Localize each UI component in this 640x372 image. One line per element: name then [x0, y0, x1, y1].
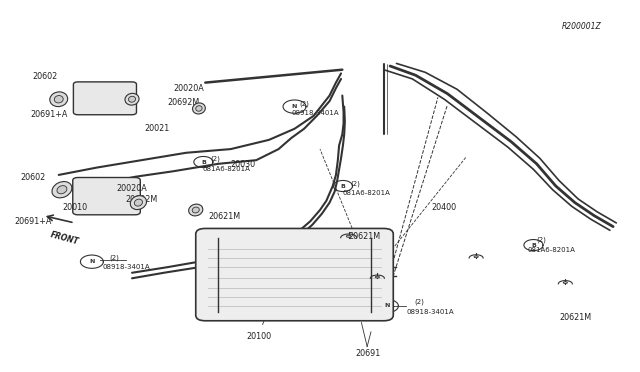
Text: (2): (2) [211, 156, 220, 162]
Ellipse shape [189, 204, 203, 216]
Text: (2): (2) [414, 299, 424, 305]
Text: 20692M: 20692M [125, 195, 158, 204]
Text: N: N [89, 259, 95, 264]
Ellipse shape [474, 256, 478, 258]
Text: 20030: 20030 [231, 160, 256, 169]
Text: (2): (2) [537, 237, 547, 243]
Text: 20010: 20010 [62, 203, 87, 212]
Ellipse shape [129, 96, 136, 102]
Ellipse shape [125, 93, 139, 105]
Text: 20691+A: 20691+A [30, 110, 67, 119]
Ellipse shape [131, 196, 147, 209]
Ellipse shape [52, 182, 72, 198]
Text: B: B [340, 183, 346, 189]
Text: B: B [201, 160, 206, 164]
Text: R200001Z: R200001Z [562, 22, 602, 31]
Ellipse shape [57, 186, 67, 194]
Ellipse shape [192, 207, 199, 213]
Text: 20400: 20400 [431, 203, 456, 212]
Text: 20621M: 20621M [209, 212, 241, 221]
Text: N: N [292, 104, 297, 109]
Text: 081A6-8201A: 081A6-8201A [202, 166, 250, 172]
Text: (2): (2) [351, 180, 360, 187]
Text: 20692M: 20692M [167, 98, 199, 107]
Text: 20602: 20602 [32, 72, 57, 81]
Text: (2): (2) [109, 254, 120, 261]
Text: 20621M: 20621M [349, 232, 381, 241]
Ellipse shape [563, 282, 568, 283]
Text: (2): (2) [300, 100, 310, 107]
Text: B: B [531, 243, 536, 248]
Text: 08918-3401A: 08918-3401A [102, 264, 150, 270]
Text: 20602: 20602 [20, 173, 45, 182]
Text: 20021: 20021 [145, 124, 170, 133]
FancyBboxPatch shape [74, 82, 136, 115]
Text: FRONT: FRONT [49, 230, 80, 247]
Text: 20020A: 20020A [173, 84, 204, 93]
Text: 08918-3401A: 08918-3401A [406, 309, 454, 315]
Ellipse shape [196, 106, 202, 111]
FancyBboxPatch shape [196, 228, 394, 321]
FancyBboxPatch shape [73, 177, 140, 215]
Text: 20621M: 20621M [559, 313, 591, 323]
Text: 20691+A: 20691+A [14, 217, 51, 227]
Text: 20691: 20691 [355, 349, 380, 358]
Text: N: N [384, 304, 390, 308]
Ellipse shape [375, 276, 380, 278]
Text: 081A6-8201A: 081A6-8201A [527, 247, 575, 253]
Ellipse shape [134, 199, 143, 206]
Text: 20020A: 20020A [116, 184, 147, 193]
Ellipse shape [54, 96, 63, 103]
Text: 20100: 20100 [246, 332, 272, 341]
Text: 081A6-8201A: 081A6-8201A [342, 190, 390, 196]
Ellipse shape [193, 103, 205, 114]
Ellipse shape [50, 92, 68, 107]
Ellipse shape [346, 235, 351, 237]
Text: 08918-3401A: 08918-3401A [291, 110, 339, 116]
